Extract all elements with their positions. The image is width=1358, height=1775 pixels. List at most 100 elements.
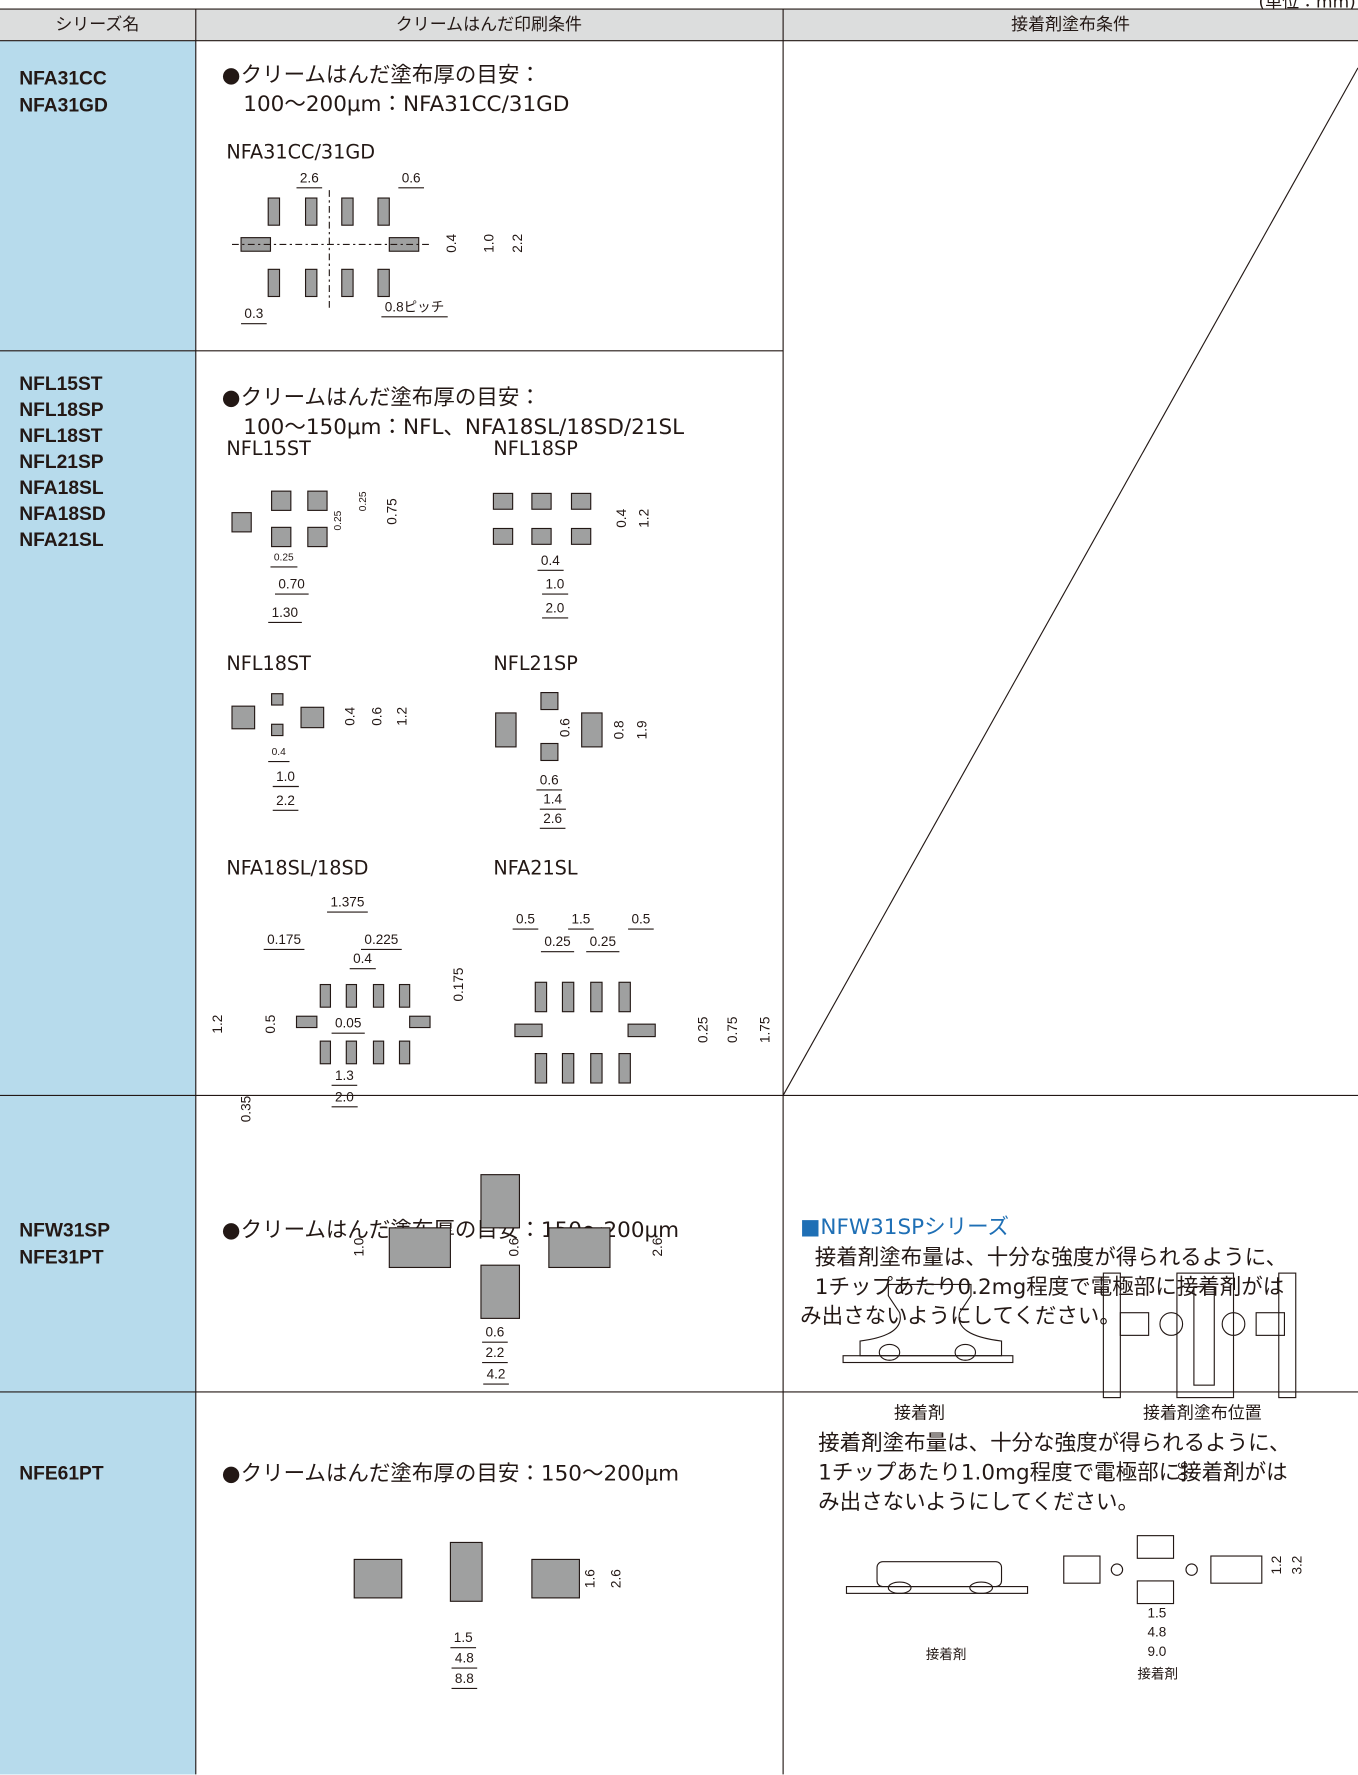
- illustration: [1185, 1563, 1198, 1576]
- series-name: NFA31GD: [19, 95, 108, 116]
- dimension-label: 2.0: [335, 1089, 354, 1104]
- adhesive-label: 4.8: [1148, 1625, 1167, 1640]
- column-header: クリームはんだ印刷条件: [396, 15, 582, 35]
- dimension-label: 1.4: [543, 792, 562, 807]
- dimension-label: 2.2: [510, 234, 525, 253]
- diagram-title: NFL18ST: [226, 652, 311, 675]
- dimension-label: 2.2: [276, 793, 295, 808]
- diagram-title: NFL15ST: [226, 437, 311, 460]
- illustration: [1159, 1312, 1184, 1336]
- pad: [377, 197, 390, 226]
- illustration: [1136, 1535, 1175, 1559]
- adhesive-label: 接着剤: [926, 1646, 967, 1662]
- dimension-label: 0.05: [335, 1016, 361, 1031]
- dimension-label: 1.0: [482, 233, 497, 252]
- dimension-label: 0.4: [353, 951, 372, 966]
- series-name: NFL18SP: [19, 400, 104, 421]
- pad: [540, 742, 559, 762]
- dimension-label: 1.3: [335, 1068, 354, 1083]
- column-header: 接着剤塗布条件: [1011, 15, 1130, 35]
- pad: [398, 1040, 411, 1065]
- dimension-label: 0.175: [267, 932, 301, 947]
- illustration: [845, 1586, 1029, 1594]
- dimension-label: 0.6: [402, 170, 421, 185]
- dimension-label: 8.8: [455, 1671, 474, 1686]
- pad: [495, 712, 517, 748]
- pad: [271, 490, 292, 511]
- dimension-label: 0.175: [451, 968, 466, 1002]
- pad: [388, 1227, 451, 1269]
- pad: [534, 1053, 548, 1084]
- pad: [271, 526, 292, 548]
- table-grid: [0, 8, 1358, 1775]
- dimension-label: 0.4: [444, 233, 459, 252]
- illustration: [1110, 1563, 1124, 1576]
- pad: [307, 526, 328, 548]
- illustration: [954, 1343, 977, 1361]
- pad: [319, 1040, 332, 1065]
- print-note: ●クリームはんだ塗布厚の目安：: [222, 385, 541, 410]
- pad: [304, 197, 318, 226]
- pad: [319, 983, 332, 1008]
- dimension-label: 2.6: [650, 1238, 665, 1257]
- series-name: NFE61PT: [19, 1464, 104, 1485]
- dimension-label: 1.2: [637, 509, 652, 528]
- dimension-label: 0.70: [278, 577, 305, 592]
- adhesive-label: 1.2: [1269, 1556, 1284, 1575]
- dimension-label: 1.75: [758, 1017, 773, 1043]
- dimension-label: 2.6: [608, 1569, 623, 1588]
- series-name: NFL18ST: [19, 426, 103, 447]
- pad: [231, 512, 252, 533]
- dimension-label: 0.4: [614, 508, 629, 527]
- dimension-label: 2.2: [485, 1345, 504, 1360]
- dimension-label: 1.6: [582, 1569, 597, 1588]
- pad: [480, 1174, 521, 1229]
- dimension-label: 0.3: [244, 306, 263, 321]
- pad: [271, 693, 284, 706]
- pad: [304, 268, 318, 298]
- pad: [377, 268, 390, 298]
- pad: [449, 1541, 483, 1602]
- pad: [531, 527, 552, 545]
- illustration: [1193, 1286, 1215, 1386]
- pad: [581, 712, 603, 748]
- illustration: [1210, 1555, 1263, 1584]
- adhesive-text: み出さないようにしてください。: [800, 1304, 1121, 1329]
- dimension-label: 0.6: [557, 718, 572, 737]
- pad: [570, 492, 592, 510]
- dimension-label: 0.75: [384, 498, 399, 524]
- illustration: [842, 1355, 1014, 1364]
- pad: [372, 1040, 385, 1065]
- adhesive-label: 3.2: [1290, 1556, 1305, 1575]
- pad: [531, 492, 552, 510]
- series-name: NFA21SL: [19, 530, 104, 551]
- illustration: [1255, 1312, 1286, 1336]
- dimension-label: 0.25: [358, 491, 369, 511]
- series-name: NFA31CC: [19, 68, 107, 89]
- dimension-label: 1.9: [634, 720, 649, 739]
- dimension-label: 1.375: [330, 895, 364, 910]
- series-name: NFL21SP: [19, 452, 104, 473]
- dimension-label: 1.30: [272, 605, 299, 620]
- illustration: [1063, 1555, 1101, 1584]
- adhesive-label: 9.0: [1148, 1644, 1167, 1659]
- dimension-label: 0.75: [725, 1017, 740, 1043]
- print-note: ●クリームはんだ塗布厚の目安：: [222, 63, 541, 88]
- adhesive-label: 0.6: [1175, 1462, 1190, 1481]
- dimension-label: 0.4: [541, 553, 560, 568]
- pad: [267, 197, 281, 226]
- adhesive-label: 接着剤: [1137, 1665, 1178, 1681]
- dimension-label: 0.25: [274, 553, 294, 564]
- pad: [531, 1558, 580, 1599]
- column-header: シリーズ名: [55, 15, 139, 35]
- pad: [307, 490, 328, 511]
- pad: [295, 1015, 318, 1029]
- print-note: ●クリームはんだ塗布厚の目安：150〜200μm: [222, 1462, 679, 1487]
- illustration: [1221, 1312, 1246, 1336]
- dimension-label: 1.5: [571, 912, 590, 927]
- pad: [561, 981, 575, 1013]
- pad: [561, 1053, 575, 1084]
- dimension-label: 1.5: [454, 1630, 473, 1645]
- dimension-label: 0.4: [342, 706, 357, 725]
- series-name: NFE31PT: [19, 1247, 104, 1268]
